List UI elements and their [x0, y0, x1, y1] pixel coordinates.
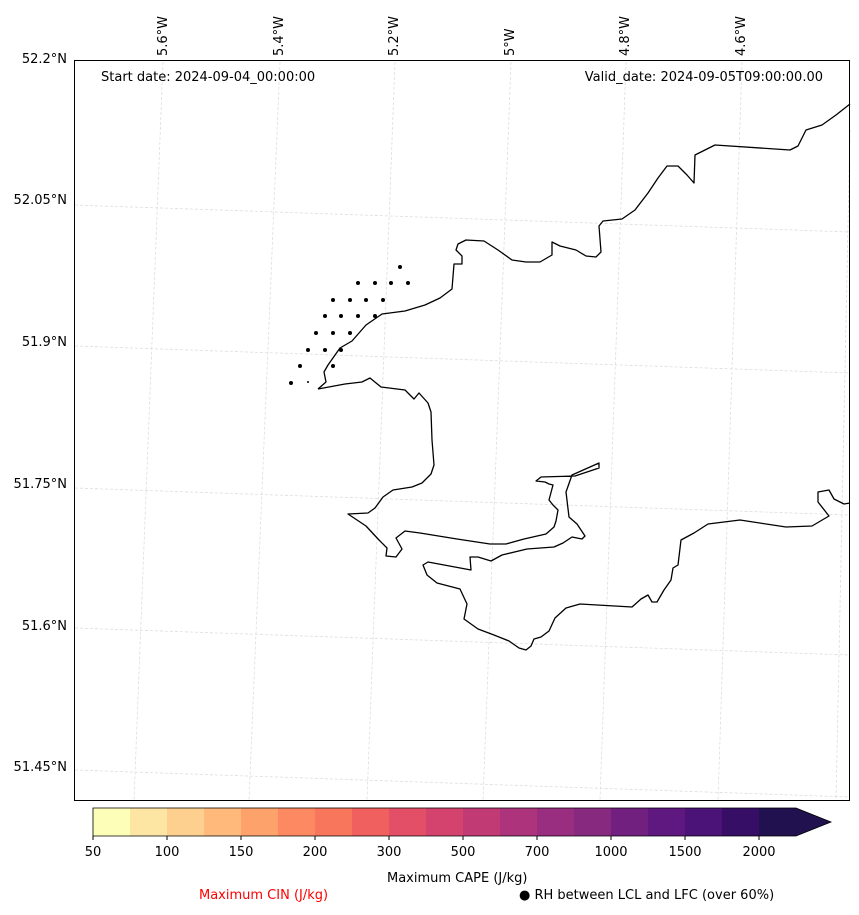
rh-dot: [307, 381, 309, 383]
grid-meridian: [482, 61, 512, 801]
colorbar-tick-label: 150: [228, 845, 254, 860]
rh-dot: [373, 314, 377, 318]
rh-dot: [348, 331, 352, 335]
colorbar-swatch: [463, 808, 501, 836]
grid-parallel: [74, 204, 851, 233]
rh-dot: [356, 314, 360, 318]
rh-dot: [348, 298, 352, 302]
grid-meridian: [133, 61, 164, 801]
grid-parallel: [74, 345, 851, 374]
colorbar-swatch: [315, 808, 353, 836]
start-date-label: Start date: 2024-09-04_00:00:00: [101, 70, 316, 85]
rh-dot: [339, 314, 343, 318]
rh-dot: [373, 281, 377, 285]
colorbar-swatch: [685, 808, 723, 836]
rh-dot: [389, 281, 393, 285]
colorbar-swatch: [537, 808, 575, 836]
colorbar-tick-label: 2000: [742, 845, 776, 860]
gridlines: [74, 61, 851, 801]
grid-meridian: [835, 129, 851, 801]
lat-tick-label: 51.6°N: [21, 619, 67, 634]
grid-meridian: [366, 61, 396, 801]
rh-dot: [323, 314, 327, 318]
colorbar-tick-label: 700: [524, 845, 550, 860]
grid-meridian: [248, 61, 281, 801]
colorbar-swatch: [204, 808, 242, 836]
rh-markers: [289, 265, 410, 385]
colorbar-tick-label: 1500: [668, 845, 702, 860]
colorbar-tick-label: 200: [302, 845, 328, 860]
rh-dot: [406, 281, 410, 285]
cape-colorbar: [92, 807, 833, 840]
rh-dot: [339, 348, 343, 352]
colorbar-title: Maximum CAPE (J/kg): [387, 871, 528, 886]
coastline-southwest: [317, 377, 851, 651]
lat-tick-label: 52.2°N: [21, 52, 67, 67]
lat-tick-label: 51.9°N: [21, 335, 67, 350]
rh-dot: [314, 331, 318, 335]
grid-parallel: [74, 627, 851, 656]
colorbar-swatch: [722, 808, 760, 836]
colorbar-tick-label: 100: [154, 845, 180, 860]
coastline: [317, 103, 851, 651]
colorbar-outline: [92, 807, 833, 837]
cin-legend-label: Maximum CIN (J/kg): [199, 888, 329, 903]
grid-parallel: [74, 487, 851, 516]
grid-meridian: [599, 61, 627, 801]
grid-meridian: [717, 61, 743, 801]
colorbar-swatch: [759, 808, 797, 836]
colorbar-swatch: [93, 808, 131, 836]
colorbar-swatch: [648, 808, 686, 836]
rh-dot: [331, 364, 335, 368]
rh-dot: [323, 348, 327, 352]
rh-dot: [356, 281, 360, 285]
rh-dot: [331, 298, 335, 302]
colorbar-swatch: [574, 808, 612, 836]
colorbar-swatch: [352, 808, 390, 836]
colorbar-swatch: [389, 808, 427, 836]
colorbar-swatch: [241, 808, 279, 836]
lat-tick-label: 52.05°N: [13, 193, 67, 208]
valid-date-label: Valid_date: 2024-09-05T09:00:00.00: [584, 70, 823, 85]
colorbar-tick-label: 1000: [594, 845, 628, 860]
colorbar-tick-label: 500: [450, 845, 476, 860]
colorbar-extend-arrow: [796, 808, 831, 836]
colorbar-swatch: [500, 808, 538, 836]
colorbar-swatch: [611, 808, 649, 836]
rh-dot: [298, 364, 302, 368]
map-frame: [74, 60, 850, 801]
lat-tick-label: 51.45°N: [13, 760, 67, 775]
colorbar-tick-label: 300: [376, 845, 402, 860]
colorbar-swatch: [167, 808, 205, 836]
coastline-north: [317, 103, 851, 390]
lat-tick-label: 51.75°N: [13, 477, 67, 492]
rh-dot: [306, 348, 310, 352]
grid-parallel: [74, 769, 851, 798]
rh-dot: [381, 298, 385, 302]
colorbar-swatch: [130, 808, 168, 836]
colorbar-tick-label: 50: [84, 845, 102, 860]
rh-dot: [364, 298, 368, 302]
colorbar-swatch: [426, 808, 464, 836]
rh-dot: [331, 331, 335, 335]
rh-dot: [289, 381, 293, 385]
colorbar-swatch: [278, 808, 316, 836]
rh-dot: [398, 265, 402, 269]
rh-legend-label: ● RH between LCL and LFC (over 60%): [519, 888, 775, 903]
